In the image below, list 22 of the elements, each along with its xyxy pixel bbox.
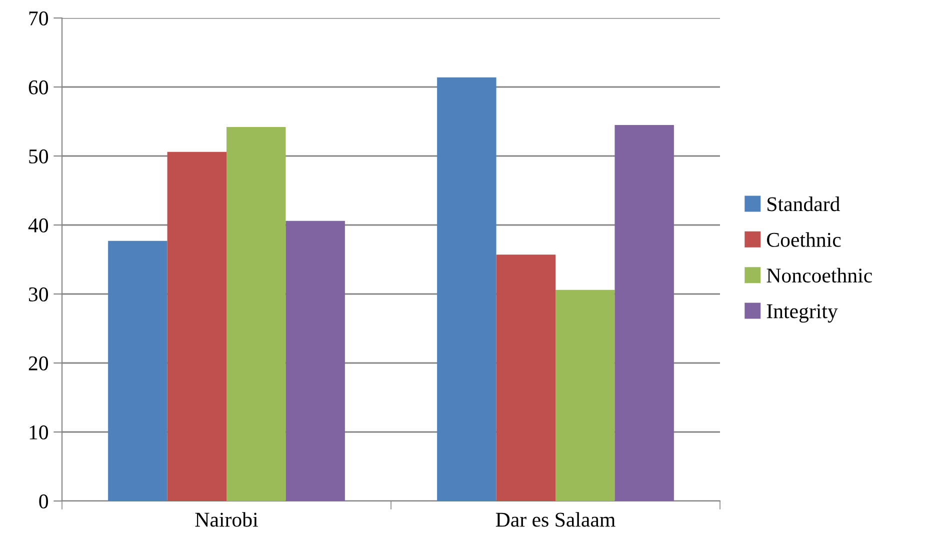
bar — [614, 124, 674, 501]
y-tick-label: 70 — [29, 11, 48, 26]
y-tick-label: 60 — [28, 80, 48, 94]
y-tick-label: 30 — [28, 287, 48, 302]
bar — [437, 77, 496, 501]
bar — [226, 127, 286, 501]
legend-label: Coethnic — [767, 232, 841, 247]
y-tick-label: 10 — [30, 425, 48, 440]
bar — [286, 220, 345, 501]
bar — [108, 240, 168, 501]
x-tick-label: Dar es Salaam — [496, 512, 616, 527]
bar — [496, 254, 556, 501]
y-tick-label: 20 — [28, 356, 48, 370]
legend-label: Standard — [768, 196, 840, 212]
y-tick-label: 50 — [29, 149, 48, 164]
x-tick-label: Nairobi — [195, 512, 258, 527]
bar — [167, 152, 226, 501]
legend-label: Noncoethnic — [766, 268, 872, 283]
legend-label: Integrity — [766, 304, 838, 323]
y-tick-label: 40 — [28, 218, 48, 232]
y-tick-label: 0 — [39, 494, 48, 508]
bar — [556, 290, 615, 501]
